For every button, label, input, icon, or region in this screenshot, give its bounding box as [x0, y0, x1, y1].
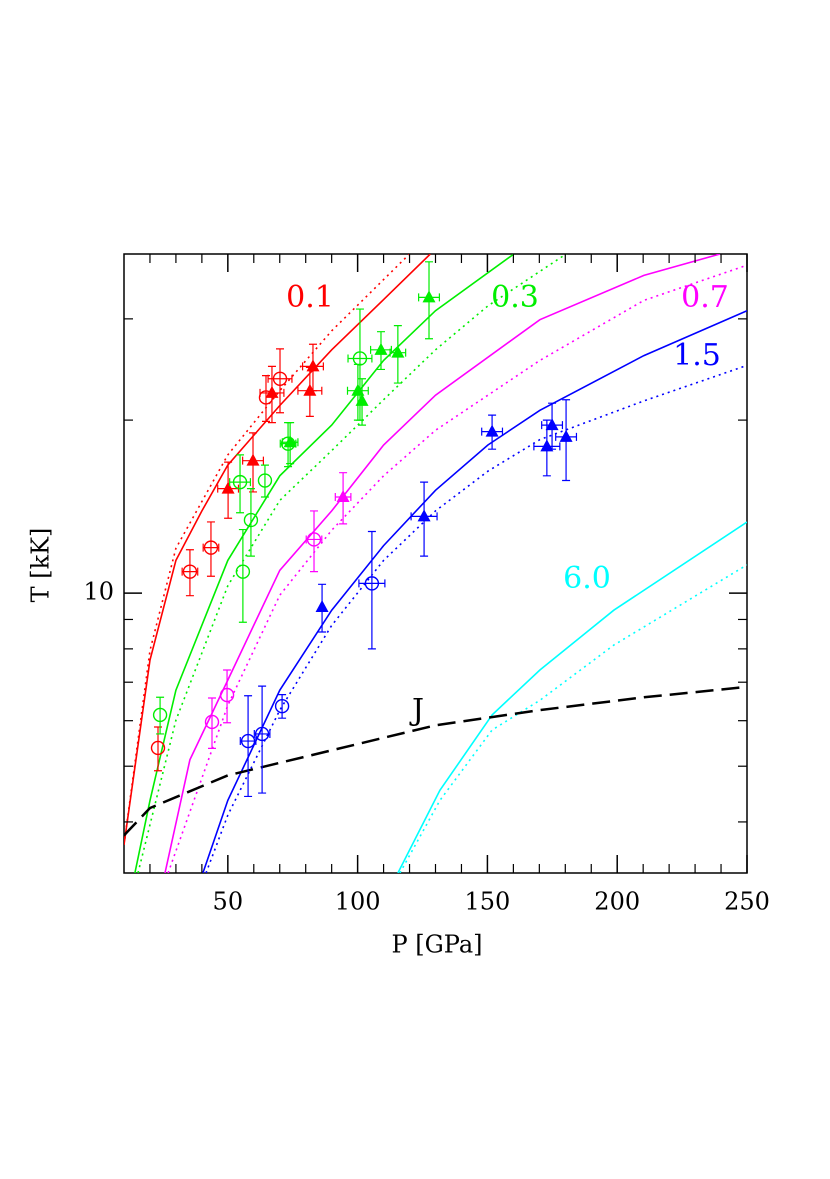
- data-point: [235, 564, 251, 579]
- curve: [134, 254, 515, 873]
- curve-label: 6.0: [563, 561, 611, 596]
- curve-label: J: [409, 693, 424, 728]
- data-point: [221, 481, 235, 494]
- data-point: [182, 564, 198, 579]
- curve: [124, 254, 431, 845]
- y-error-bar: [258, 685, 267, 794]
- x-error-bar: [305, 535, 323, 544]
- curve-label: 0.1: [286, 280, 334, 315]
- data-point: [545, 418, 559, 431]
- y-tick-label: 10: [83, 578, 114, 606]
- y-error-bar: [223, 669, 232, 724]
- data-point: [246, 453, 260, 466]
- data-point: [351, 383, 365, 396]
- x-tick-label: 150: [465, 888, 511, 916]
- data-point: [306, 532, 322, 547]
- data-point: [283, 435, 297, 448]
- curve: [167, 264, 747, 873]
- data-point: [254, 726, 270, 742]
- data-point: [336, 489, 350, 502]
- data-point: [417, 509, 431, 522]
- y-error-bar: [310, 510, 319, 573]
- curve: [124, 254, 411, 845]
- curve: [164, 254, 721, 873]
- x-error-bar: [358, 579, 386, 588]
- data-point: [422, 290, 436, 303]
- y-error-bar: [238, 528, 247, 623]
- data-point: [303, 383, 317, 396]
- data-point: [540, 439, 554, 452]
- data-point: [559, 429, 573, 442]
- x-tick-label: 250: [724, 888, 770, 916]
- y-error-bar: [276, 348, 285, 414]
- data-point: [272, 371, 288, 386]
- curve-label: 0.3: [491, 280, 539, 315]
- y-axis-label: T [kK]: [27, 528, 55, 603]
- x-error-bar: [181, 567, 199, 576]
- data-point: [374, 342, 388, 355]
- data-point: [364, 576, 380, 591]
- curve: [124, 685, 747, 837]
- data-point: [257, 473, 273, 488]
- x-tick-label: 200: [594, 888, 640, 916]
- x-error-bar: [239, 737, 257, 746]
- plot-area: [124, 254, 747, 873]
- y-error-bar: [185, 549, 194, 597]
- y-error-bar: [244, 695, 253, 798]
- x-axis-label: P [GPa]: [391, 931, 482, 959]
- data-point: [485, 424, 499, 437]
- y-error-bar: [156, 696, 165, 735]
- data-point: [355, 393, 369, 406]
- curve: [397, 521, 747, 873]
- x-error-bar: [347, 354, 373, 363]
- y-error-bar: [278, 694, 287, 719]
- data-point: [219, 687, 235, 703]
- data-point: [306, 359, 320, 372]
- data-point: [232, 474, 248, 490]
- curve: [202, 309, 747, 873]
- y-error-bar: [246, 488, 255, 557]
- y-error-bar: [236, 454, 245, 514]
- y-error-bar: [206, 521, 215, 577]
- curve: [205, 364, 747, 873]
- data-point: [243, 512, 259, 528]
- y-error-bar: [261, 375, 270, 422]
- curve-label: 1.5: [673, 338, 721, 373]
- y-error-bar: [260, 464, 269, 498]
- data-point: [150, 740, 166, 756]
- data-point: [204, 714, 220, 730]
- x-error-bar: [202, 543, 220, 552]
- curve-label: 0.7: [681, 280, 729, 315]
- x-tick-label: 100: [335, 888, 381, 916]
- data-point: [391, 345, 405, 358]
- data-point: [240, 733, 256, 749]
- data-point: [315, 600, 329, 613]
- data-point: [152, 707, 168, 723]
- x-error-bar: [253, 729, 271, 738]
- y-error-bar: [207, 697, 216, 749]
- x-tick-label: 50: [213, 888, 244, 916]
- data-point: [265, 385, 279, 398]
- curve: [399, 564, 747, 873]
- curve: [137, 254, 567, 873]
- data-point: [203, 540, 219, 555]
- data-point: [274, 698, 290, 714]
